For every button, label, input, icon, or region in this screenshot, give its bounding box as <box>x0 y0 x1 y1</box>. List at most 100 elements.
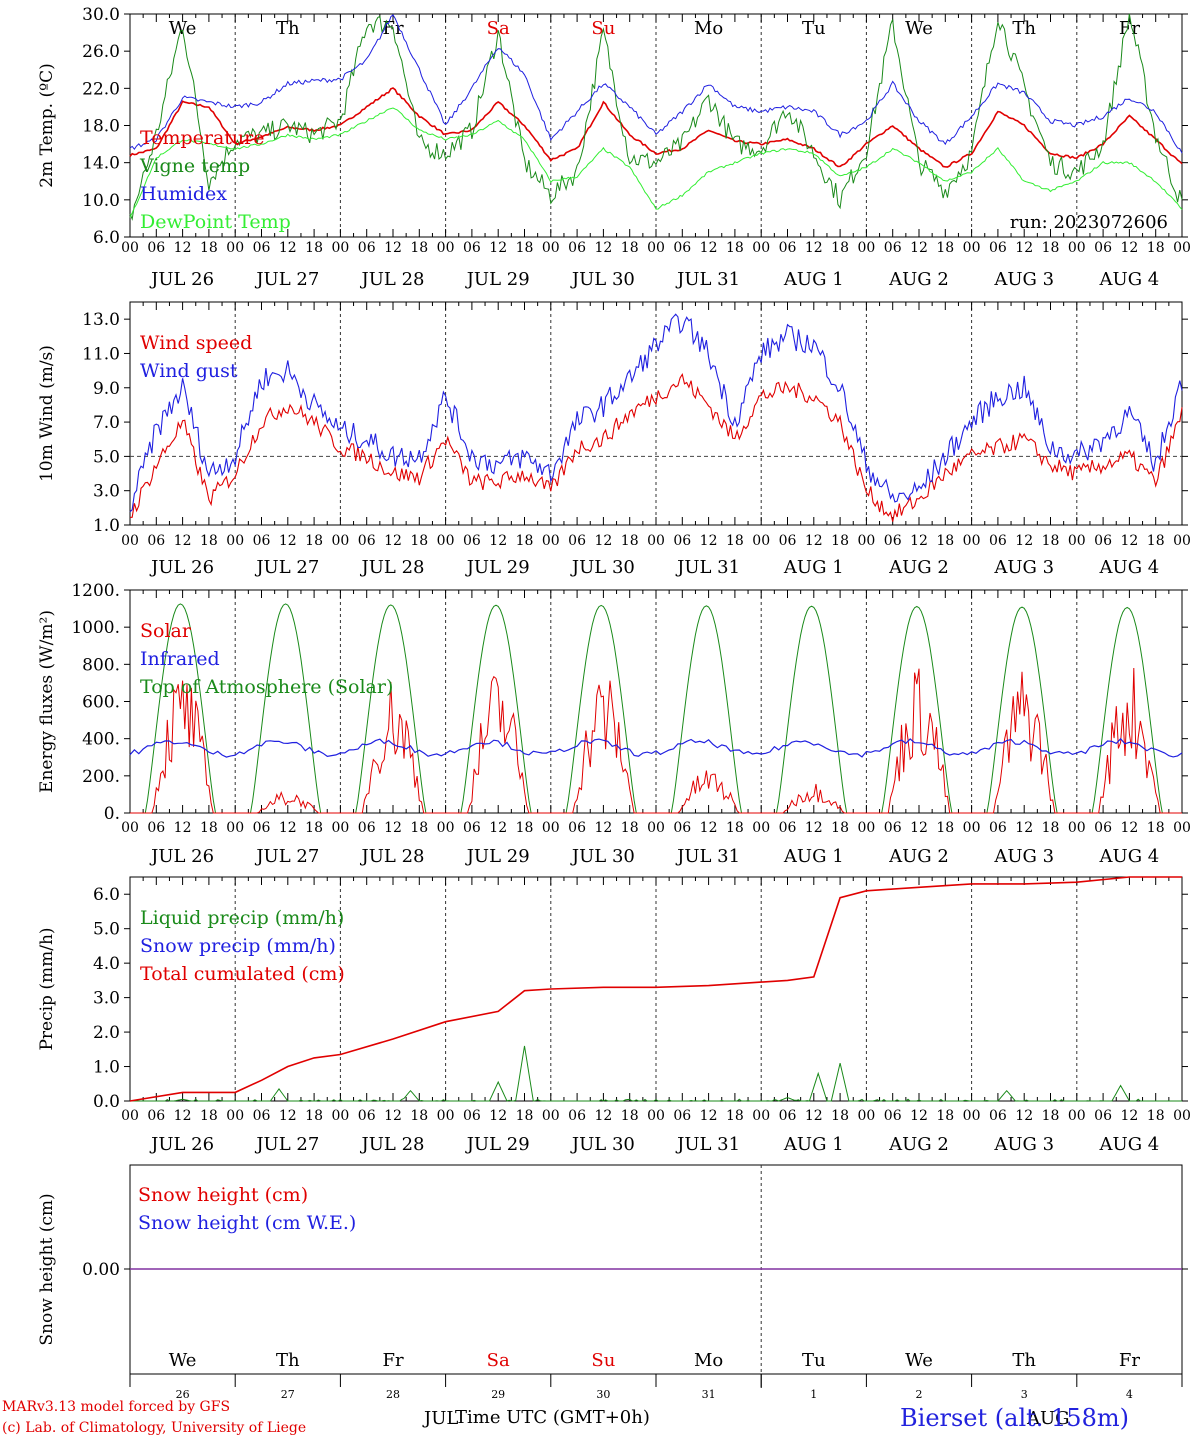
hour-tick-label: 18 <box>831 240 849 256</box>
weekday-label: Fr <box>1119 18 1140 39</box>
hour-tick-label: 00 <box>1068 533 1086 549</box>
hour-tick-label: 06 <box>147 240 165 256</box>
run-label: run: 2023072606 <box>1010 212 1168 233</box>
hour-tick-label: 06 <box>884 533 902 549</box>
hour-tick-label: 12 <box>805 533 823 549</box>
hour-tick-label: 12 <box>489 820 507 836</box>
hour-tick-label: 06 <box>884 240 902 256</box>
hour-tick-label: 18 <box>305 1108 323 1124</box>
hour-tick-label: 18 <box>410 1108 428 1124</box>
day-number-label: 2 <box>916 1388 923 1401</box>
day-label: AUG 4 <box>1099 1134 1160 1155</box>
y-tick-label: 6.0 <box>93 885 120 905</box>
legend-snow-height-cm-: Snow height (cm) <box>138 1184 308 1206</box>
day-label: AUG 1 <box>783 846 844 867</box>
hour-tick-label: 06 <box>253 1108 271 1124</box>
hour-tick-label: 00 <box>542 820 560 836</box>
hour-tick-label: 06 <box>989 820 1007 836</box>
day-number-label: 3 <box>1021 1388 1028 1401</box>
weekday-label: Fr <box>382 1350 403 1371</box>
station-name: Bierset (alt. 158m) <box>900 1404 1129 1432</box>
hour-tick-label: 18 <box>516 820 534 836</box>
hour-tick-label: 12 <box>805 1108 823 1124</box>
lab-credit: (c) Lab. of Climatology, University of L… <box>2 1420 307 1436</box>
y-axis-label: Precip (mm/h) <box>37 927 57 1050</box>
hour-tick-label: 06 <box>779 533 797 549</box>
hour-tick-label: 06 <box>253 820 271 836</box>
hour-tick-label: 12 <box>700 1108 718 1124</box>
day-label: JUL 30 <box>570 269 635 290</box>
hour-tick-label: 12 <box>489 1108 507 1124</box>
hour-tick-label: 12 <box>1120 240 1138 256</box>
day-label: AUG 2 <box>888 846 949 867</box>
hour-tick-label: 06 <box>1094 533 1112 549</box>
day-number-label: 27 <box>281 1388 295 1401</box>
day-label: JUL 30 <box>570 1134 635 1155</box>
y-tick-label: 18.0 <box>82 117 120 137</box>
hour-tick-label: 06 <box>1094 240 1112 256</box>
day-label: JUL 29 <box>465 557 530 578</box>
hour-tick-label: 12 <box>910 533 928 549</box>
hour-tick-label: 06 <box>253 240 271 256</box>
y-tick-label: 30.0 <box>82 5 120 25</box>
hour-tick-label: 06 <box>884 1108 902 1124</box>
hour-tick-label: 12 <box>279 240 297 256</box>
hour-tick-label: 06 <box>358 1108 376 1124</box>
hour-tick-label: 18 <box>1042 820 1060 836</box>
hour-tick-label: 00 <box>1068 1108 1086 1124</box>
hour-tick-label: 00 <box>857 240 875 256</box>
hour-tick-label: 06 <box>673 1108 691 1124</box>
hour-tick-label: 00 <box>542 240 560 256</box>
hour-tick-label: 12 <box>174 1108 192 1124</box>
hour-tick-label: 18 <box>936 1108 954 1124</box>
day-label: JUL 29 <box>465 846 530 867</box>
legend-snow-precip-mm-h-: Snow precip (mm/h) <box>140 935 336 957</box>
hour-tick-label: 18 <box>831 1108 849 1124</box>
hour-tick-label: 12 <box>1015 240 1033 256</box>
hour-tick-label: 18 <box>1042 533 1060 549</box>
day-label: AUG 3 <box>993 1134 1054 1155</box>
hour-tick-label: 06 <box>463 1108 481 1124</box>
y-tick-label: 13.0 <box>82 310 120 330</box>
y-tick-label: 1.0 <box>93 1058 120 1078</box>
legend-total-cumulated-cm-: Total cumulated (cm) <box>140 963 345 985</box>
hour-tick-label: 00 <box>121 240 139 256</box>
day-label: JUL 28 <box>360 1134 425 1155</box>
hour-tick-label: 12 <box>700 820 718 836</box>
day-label: JUL 28 <box>360 846 425 867</box>
y-tick-label: 200. <box>82 767 120 787</box>
y-tick-label: 5.0 <box>93 447 120 467</box>
day-label: JUL 27 <box>254 1134 319 1155</box>
day-label: JUL 31 <box>675 557 740 578</box>
day-number-label: 4 <box>1126 1388 1133 1401</box>
y-tick-label: 600. <box>82 693 120 713</box>
weekday-label: Th <box>1012 18 1036 39</box>
series-total-cumulated <box>129 876 1182 1102</box>
y-tick-label: 22.0 <box>82 79 120 99</box>
hour-tick-label: 00 <box>857 533 875 549</box>
hour-tick-label: 18 <box>200 240 218 256</box>
hour-tick-label: 12 <box>1015 1108 1033 1124</box>
y-tick-label: 6.0 <box>93 228 120 248</box>
day-label: JUL 30 <box>570 557 635 578</box>
hour-tick-label: 18 <box>726 1108 744 1124</box>
day-label: AUG 3 <box>993 557 1054 578</box>
day-label: AUG 3 <box>993 269 1054 290</box>
hour-tick-label: 18 <box>621 820 639 836</box>
day-label: JUL 31 <box>675 269 740 290</box>
y-tick-label: 0. <box>104 804 120 824</box>
hour-tick-label: 12 <box>384 533 402 549</box>
hour-tick-label: 18 <box>1147 533 1165 549</box>
hour-tick-label: 12 <box>594 1108 612 1124</box>
hour-tick-label: 18 <box>726 820 744 836</box>
hour-tick-label: 12 <box>384 1108 402 1124</box>
hour-tick-label: 00 <box>752 1108 770 1124</box>
hour-tick-label: 00 <box>647 240 665 256</box>
day-label: JUL 30 <box>570 846 635 867</box>
y-tick-label: 4.0 <box>93 954 120 974</box>
y-tick-label: 11.0 <box>82 344 120 364</box>
hour-tick-label: 12 <box>700 240 718 256</box>
series-humidex <box>129 14 1183 154</box>
weekday-label: Mo <box>694 1350 723 1371</box>
